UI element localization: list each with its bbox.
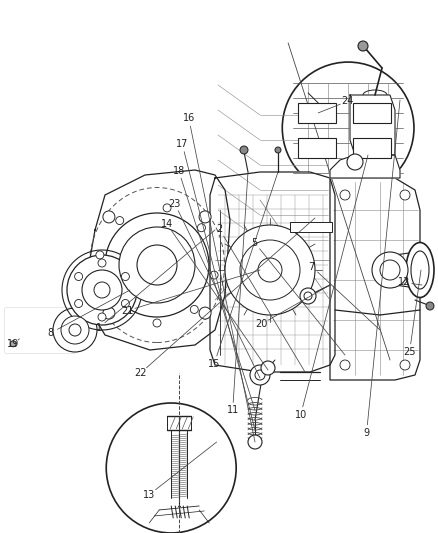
Circle shape (102, 290, 110, 298)
Circle shape (346, 154, 362, 170)
Text: 5: 5 (251, 238, 257, 247)
Text: 14: 14 (160, 219, 173, 229)
Circle shape (240, 240, 299, 300)
Circle shape (282, 62, 413, 194)
Text: 8: 8 (47, 328, 53, 338)
FancyBboxPatch shape (297, 138, 336, 158)
Circle shape (95, 251, 104, 259)
Text: 9: 9 (363, 428, 369, 438)
Circle shape (74, 300, 82, 308)
Circle shape (357, 41, 367, 51)
Circle shape (82, 270, 122, 310)
Circle shape (371, 252, 407, 288)
Circle shape (94, 282, 110, 298)
Circle shape (98, 313, 106, 321)
Circle shape (225, 225, 314, 315)
Circle shape (249, 365, 269, 385)
Circle shape (74, 272, 82, 280)
Text: 22: 22 (134, 368, 146, 378)
Text: 1: 1 (95, 323, 102, 333)
Circle shape (247, 435, 261, 449)
Text: 10: 10 (294, 410, 306, 419)
Circle shape (98, 259, 106, 267)
Text: 16: 16 (182, 114, 194, 123)
Circle shape (258, 258, 281, 282)
Text: 12: 12 (397, 278, 409, 287)
Circle shape (137, 245, 177, 285)
Circle shape (106, 403, 236, 533)
Polygon shape (329, 155, 399, 178)
Circle shape (274, 147, 280, 153)
Text: 24: 24 (341, 96, 353, 106)
Circle shape (240, 146, 247, 154)
Circle shape (67, 255, 137, 325)
Text: 11: 11 (226, 406, 238, 415)
Circle shape (198, 211, 211, 223)
Text: 25: 25 (403, 347, 415, 357)
Text: 19: 19 (7, 339, 19, 349)
Circle shape (153, 319, 161, 327)
Circle shape (61, 316, 89, 344)
Circle shape (425, 302, 433, 310)
Circle shape (162, 204, 171, 212)
FancyBboxPatch shape (290, 222, 331, 232)
Circle shape (198, 307, 211, 319)
Circle shape (10, 341, 16, 347)
Circle shape (121, 272, 129, 280)
Circle shape (339, 190, 349, 200)
FancyBboxPatch shape (352, 103, 390, 123)
FancyBboxPatch shape (352, 138, 390, 158)
Circle shape (399, 360, 409, 370)
Text: 15: 15 (208, 359, 220, 368)
Text: 23: 23 (168, 199, 180, 208)
Text: 18: 18 (172, 166, 184, 175)
Circle shape (53, 308, 97, 352)
Circle shape (299, 288, 315, 304)
Text: 21: 21 (121, 306, 133, 316)
Circle shape (116, 216, 124, 224)
Circle shape (210, 271, 218, 279)
Text: 13: 13 (143, 490, 155, 499)
Polygon shape (88, 170, 230, 350)
Polygon shape (349, 95, 394, 155)
FancyBboxPatch shape (297, 103, 336, 123)
Circle shape (261, 361, 274, 375)
Circle shape (69, 324, 81, 336)
Circle shape (399, 190, 409, 200)
Circle shape (102, 211, 115, 223)
Circle shape (303, 292, 311, 300)
Circle shape (102, 307, 115, 319)
Polygon shape (5, 308, 75, 352)
Text: 2: 2 (216, 224, 222, 234)
Circle shape (197, 224, 205, 232)
Polygon shape (209, 172, 334, 372)
Circle shape (379, 260, 399, 280)
Circle shape (339, 360, 349, 370)
Circle shape (121, 300, 129, 308)
Ellipse shape (405, 243, 433, 297)
Circle shape (119, 227, 194, 303)
Circle shape (254, 370, 265, 380)
Ellipse shape (410, 251, 428, 289)
Polygon shape (329, 178, 419, 380)
Text: 7: 7 (308, 262, 314, 271)
Circle shape (190, 305, 198, 313)
Circle shape (105, 213, 208, 317)
Text: 17: 17 (176, 139, 188, 149)
Text: 20: 20 (254, 319, 267, 329)
